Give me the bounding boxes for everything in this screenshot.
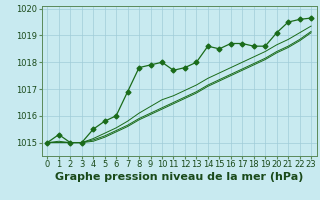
- X-axis label: Graphe pression niveau de la mer (hPa): Graphe pression niveau de la mer (hPa): [55, 172, 303, 182]
